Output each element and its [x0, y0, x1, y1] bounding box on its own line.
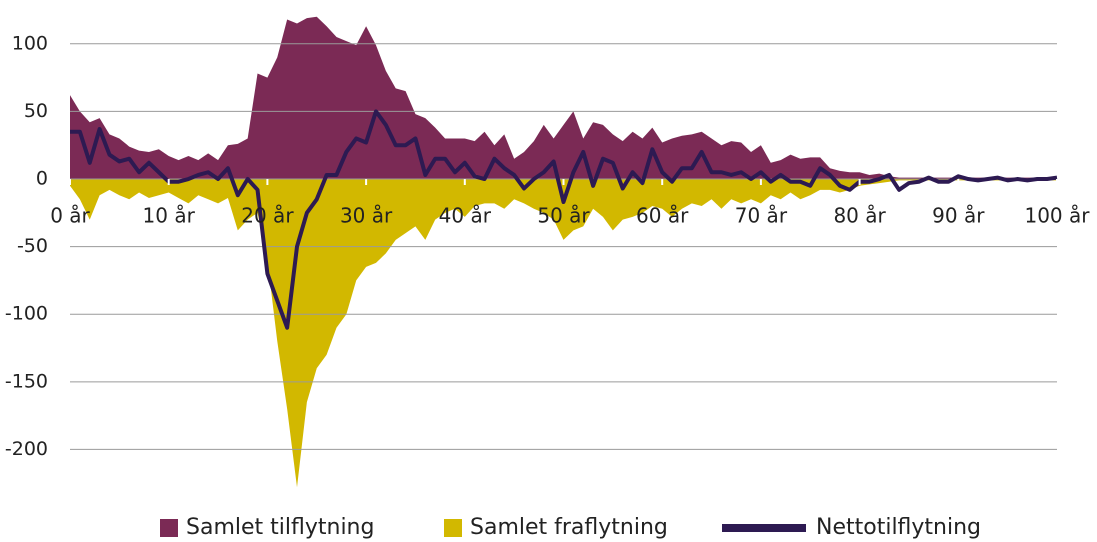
x-tick-label: 100 år	[1024, 204, 1090, 228]
legend-label: Samlet tilflytning	[186, 515, 374, 540]
line	[70, 109, 1058, 330]
x-tick-label: 60 år	[636, 204, 689, 228]
y-tick-label: 0	[36, 168, 48, 190]
y-tick-label: 50	[24, 100, 48, 122]
x-tick-label: 70 år	[735, 204, 788, 228]
legend-swatch	[444, 519, 462, 537]
x-tick-label: 0 år	[50, 204, 90, 228]
y-tick-label: -100	[5, 303, 48, 325]
y-tick-label: 100	[12, 32, 48, 54]
legend-swatch	[160, 519, 178, 537]
x-tick-label: 50 år	[537, 204, 590, 228]
area	[70, 16, 1057, 180]
x-tick-label: 30 år	[340, 204, 393, 228]
x-tick-label: 20 år	[241, 204, 294, 228]
y-tick-label: -200	[5, 438, 48, 460]
y-tick-label: -50	[17, 235, 48, 257]
x-tick-label: 90 år	[932, 204, 985, 228]
x-tick-label: 80 år	[833, 204, 886, 228]
x-tick-label: 10 år	[143, 204, 196, 228]
legend-label: Nettotilflytning	[816, 515, 981, 540]
x-tick-label: 40 år	[439, 204, 492, 228]
legend-label: Samlet fraflytning	[470, 515, 668, 540]
area	[70, 179, 1057, 488]
y-tick-label: -150	[5, 370, 48, 392]
